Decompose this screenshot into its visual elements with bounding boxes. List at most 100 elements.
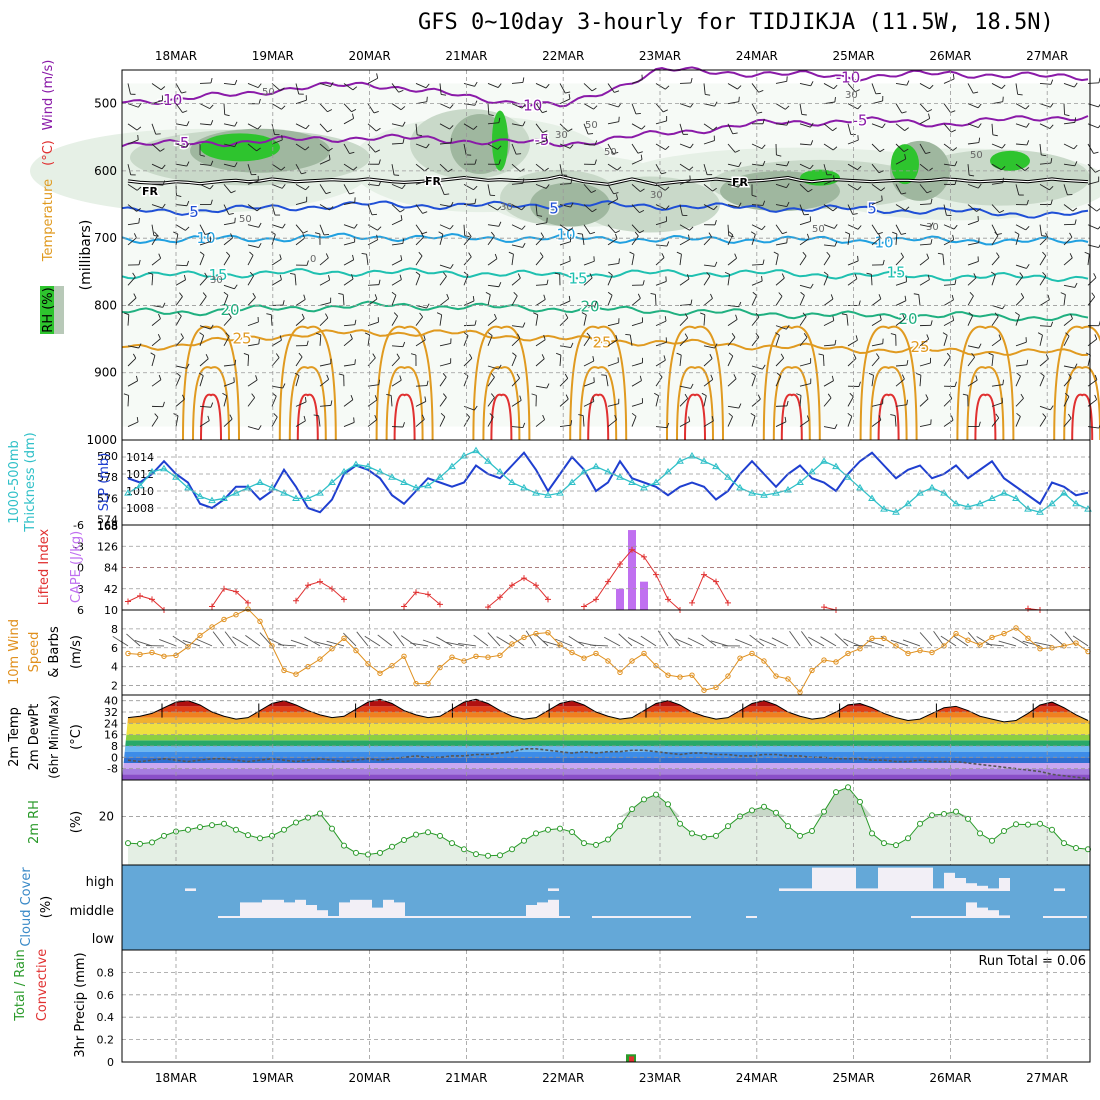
wind-barb-flag — [780, 353, 785, 359]
wind-barb-10m — [843, 638, 861, 647]
wind-barb — [1087, 254, 1090, 266]
wind-barb-flag — [258, 242, 262, 248]
bottom-day-label: 27MAR — [1026, 1071, 1068, 1085]
wind-barb-flag — [258, 98, 261, 104]
wind-barb — [151, 99, 163, 105]
cloud-cell-middle — [669, 916, 680, 918]
lifted-index-marker — [401, 603, 407, 610]
warm-contour — [482, 366, 521, 441]
wind-barb-flag — [994, 231, 999, 236]
isotherm-label: 20 — [220, 301, 239, 319]
wind-barb — [919, 375, 922, 387]
wind-barb-flag — [616, 166, 622, 171]
rh-fill — [128, 787, 1088, 865]
cloud-cell-middle — [680, 916, 691, 918]
wind-barb — [751, 204, 764, 206]
wind-barb-flag — [1045, 354, 1049, 360]
wind-barb — [559, 378, 569, 387]
wind-barb-flag — [137, 134, 139, 141]
wind-barb-flag — [442, 373, 447, 378]
rh-panel: 20 — [99, 784, 1091, 865]
cloud-cell-middle — [933, 916, 944, 918]
wind-barb-10m — [933, 630, 945, 647]
wind-barb-flag — [251, 393, 256, 398]
wind-barb-10m — [343, 632, 357, 647]
wind-barb-flag — [400, 215, 403, 221]
wind-speed-marker — [989, 634, 995, 641]
wind-barb-10m — [172, 635, 189, 647]
wind-barb-10m — [1050, 633, 1065, 647]
wind-barb — [247, 244, 259, 248]
wind-barb — [511, 277, 521, 286]
li-tick-label: 0 — [77, 562, 84, 575]
temp-band — [122, 768, 1090, 775]
dewpoint-line — [127, 748, 1089, 780]
wind-barb — [871, 343, 883, 347]
wind-barb-flag — [900, 252, 904, 258]
wind-barb-flag — [565, 91, 571, 94]
rh-marker — [389, 843, 395, 850]
wind-barb — [559, 143, 571, 149]
wind-barb — [703, 184, 713, 192]
temp-tick-label: 16 — [104, 729, 118, 742]
wind-barb — [487, 235, 495, 246]
wind-barb-flag — [802, 251, 807, 257]
wind-barb-flag — [613, 152, 619, 155]
wind-barb-flag — [735, 314, 738, 320]
rh-marker — [941, 811, 947, 817]
wind-barb-flag — [687, 234, 691, 240]
wind-barb — [127, 314, 130, 326]
rh-marker — [425, 829, 431, 836]
wind-barb-flag — [758, 90, 764, 93]
warm-contour — [1063, 366, 1100, 441]
thickness-marker — [940, 489, 948, 496]
wind-barb-flag — [833, 175, 835, 181]
main-ylabel — [40, 286, 64, 334]
wind-barb-flag — [176, 194, 182, 197]
wind-barb — [270, 314, 273, 326]
cloud-cell-high — [185, 888, 196, 891]
wind-barb — [583, 204, 593, 213]
wind-barb-flag — [162, 203, 166, 209]
wind-barb — [703, 345, 715, 349]
wind-barb-flag — [386, 393, 392, 396]
wind-barb-flag — [393, 312, 398, 317]
thickness-marker — [796, 478, 804, 485]
wind-barb-flag — [973, 91, 979, 94]
temperature-unit-label: (°C) — [41, 140, 56, 166]
wind-barb-flag — [738, 301, 742, 307]
wind-barb-flag — [607, 291, 613, 296]
wind-barb-flag — [468, 232, 472, 237]
wind-barb — [919, 338, 929, 347]
wind-barb-flag — [684, 393, 689, 399]
wind-barb — [919, 103, 928, 113]
lifted-index-marker — [593, 596, 599, 603]
wind-barb — [775, 376, 782, 387]
thickness-marker — [376, 467, 384, 475]
wind-barb-flag — [1020, 393, 1024, 399]
cape-top-tick: 168 — [97, 520, 118, 533]
wind-barb-flag — [1096, 208, 1100, 212]
temp-unit-label: (°C) — [69, 724, 84, 750]
wind-barb — [727, 83, 738, 90]
thickness-marker — [868, 494, 876, 501]
wind-barb-flag — [374, 395, 378, 401]
wind-barb — [199, 276, 208, 286]
isotherm-label: 20 — [898, 310, 917, 328]
wind-barb-flag — [631, 412, 637, 417]
wind-barb-flag — [750, 231, 756, 235]
wind-barb — [319, 83, 331, 87]
temp-band — [122, 774, 1090, 780]
wind-barb — [607, 419, 617, 427]
wind-barb — [1087, 163, 1096, 173]
wind-barb-flag — [494, 253, 498, 259]
rh-marker — [269, 832, 275, 839]
wind-barb — [199, 241, 211, 246]
warm-contour — [676, 366, 714, 441]
cloud-cell-middle — [1043, 916, 1054, 918]
wind-barb — [991, 182, 1003, 185]
wind-barb-flag — [1014, 231, 1020, 235]
pressure-tick-label: 600 — [94, 164, 117, 178]
